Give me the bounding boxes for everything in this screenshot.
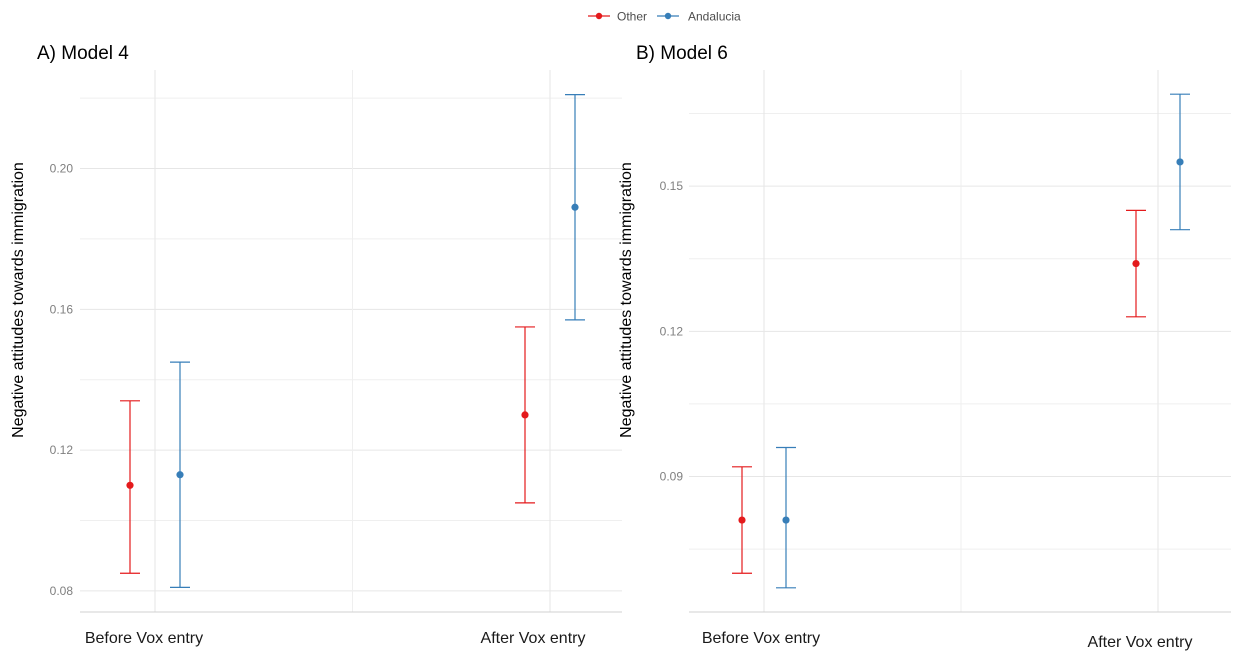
panel-a-point-andalucia <box>176 471 184 479</box>
panel-b-point-andalucia <box>782 516 790 524</box>
panel-b-gridlines <box>689 70 1231 612</box>
panel-b-x-category-label: Before Vox entry <box>702 630 820 647</box>
panel-a-point-andalucia <box>571 203 579 211</box>
panel-a-y-tick-label: 0.16 <box>50 302 74 316</box>
panel-a-marks <box>120 94 585 588</box>
panel-b-y-tick-label: 0.09 <box>660 470 684 484</box>
panel-b-title: B) Model 6 <box>636 43 728 64</box>
legend-item-other: Other <box>588 10 647 24</box>
panel-b-point-other <box>738 516 746 524</box>
panel-a: A) Model 4 Negative attitudes towards im… <box>10 43 622 647</box>
panel-b-x-categories: Before Vox entry After Vox entry <box>702 630 1193 651</box>
panel-b-point-other <box>1132 259 1140 268</box>
panel-a-y-ticks: 0.08 0.12 0.16 0.20 <box>50 162 74 598</box>
panel-b-x-category-label: After Vox entry <box>1088 634 1193 651</box>
panel-a-title: A) Model 4 <box>37 43 129 64</box>
panel-a-gridlines <box>80 70 622 612</box>
panel-a-x-category-label: After Vox entry <box>481 630 586 647</box>
panel-b-y-ticks: 0.09 0.12 0.15 <box>660 179 684 483</box>
panel-b-point-andalucia <box>1176 158 1184 166</box>
legend-label-andalucia: Andalucia <box>688 10 741 24</box>
legend-key-other-dot <box>595 12 603 20</box>
panel-b-marks <box>732 93 1190 589</box>
panel-a-y-axis-title: Negative attitudes towards immigration <box>10 162 27 438</box>
panel-a-point-other <box>126 481 134 489</box>
panel-a-y-tick-label: 0.08 <box>50 584 74 598</box>
legend-key-andalucia-dot <box>664 12 672 20</box>
panel-b-y-axis-title: Negative attitudes towards immigration <box>618 162 635 438</box>
panel-a-y-tick-label: 0.12 <box>50 443 74 457</box>
panel-b-y-tick-label: 0.15 <box>660 179 684 193</box>
legend-label-other: Other <box>617 10 647 24</box>
panel-b-y-tick-label: 0.12 <box>660 324 684 338</box>
panel-a-y-tick-label: 0.20 <box>50 162 74 176</box>
panel-a-x-category-label: Before Vox entry <box>85 630 203 647</box>
panel-a-x-categories: Before Vox entry After Vox entry <box>85 630 586 647</box>
legend-item-andalucia: Andalucia <box>657 10 741 24</box>
panel-a-point-other <box>521 411 529 419</box>
legend: Other Andalucia <box>588 10 741 24</box>
panel-b: B) Model 6 Negative attitudes towards im… <box>618 43 1231 651</box>
